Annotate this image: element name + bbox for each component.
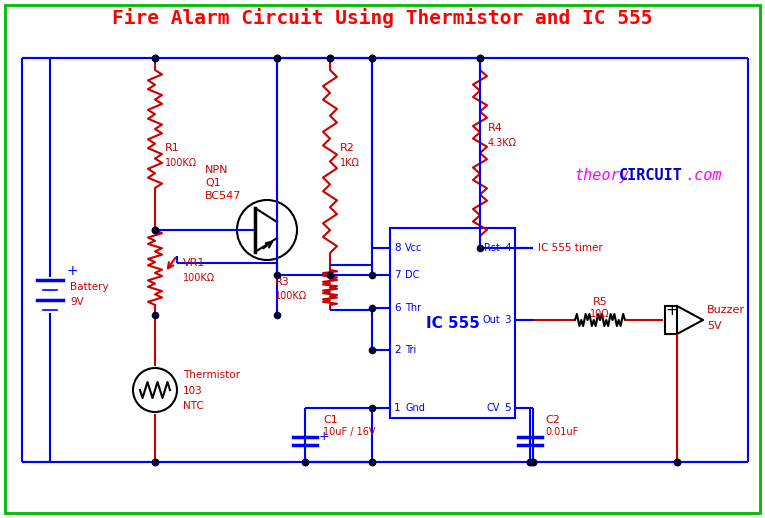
Text: 1: 1 xyxy=(394,403,401,413)
Text: Buzzer: Buzzer xyxy=(707,305,745,315)
Text: +: + xyxy=(66,264,77,278)
Text: R3: R3 xyxy=(275,277,290,287)
Text: +: + xyxy=(665,303,678,318)
Text: NTC: NTC xyxy=(183,401,203,411)
Text: 1KΩ: 1KΩ xyxy=(340,158,360,168)
Text: Tri: Tri xyxy=(405,345,416,355)
Text: 103: 103 xyxy=(183,386,203,396)
Text: R5: R5 xyxy=(593,297,607,307)
Text: 4: 4 xyxy=(504,243,511,253)
Text: DC: DC xyxy=(405,270,419,280)
Text: CIRCUIT: CIRCUIT xyxy=(619,167,683,182)
Bar xyxy=(665,306,677,334)
Text: 6: 6 xyxy=(394,303,401,313)
Text: Thr: Thr xyxy=(405,303,421,313)
Text: 100KΩ: 100KΩ xyxy=(183,272,215,282)
Text: R4: R4 xyxy=(488,123,503,133)
Text: IC 555: IC 555 xyxy=(425,315,480,330)
Text: 0.01uF: 0.01uF xyxy=(545,427,578,437)
Text: theory: theory xyxy=(575,167,630,182)
Text: 7: 7 xyxy=(394,270,401,280)
Text: 4.3KΩ: 4.3KΩ xyxy=(488,138,517,148)
Text: Battery: Battery xyxy=(70,282,109,292)
Text: 8: 8 xyxy=(394,243,401,253)
Text: Q1: Q1 xyxy=(205,178,221,188)
Text: NPN: NPN xyxy=(205,165,229,175)
Text: 3: 3 xyxy=(504,315,511,325)
Text: Out: Out xyxy=(482,315,500,325)
Text: 2: 2 xyxy=(394,345,401,355)
Text: Vcc: Vcc xyxy=(405,243,422,253)
Text: Gnd: Gnd xyxy=(405,403,425,413)
Text: R2: R2 xyxy=(340,143,355,153)
Text: CV: CV xyxy=(487,403,500,413)
Text: 5: 5 xyxy=(504,403,511,413)
Text: Thermistor: Thermistor xyxy=(183,370,240,380)
Bar xyxy=(390,228,515,418)
Text: 100KΩ: 100KΩ xyxy=(165,158,197,168)
Text: C1: C1 xyxy=(323,415,338,425)
Text: 9V: 9V xyxy=(70,297,83,307)
Text: .com: .com xyxy=(685,167,721,182)
Text: IC 555 timer: IC 555 timer xyxy=(538,243,603,253)
Text: 10uF / 16V: 10uF / 16V xyxy=(323,427,376,437)
Text: VR1: VR1 xyxy=(183,257,205,267)
Text: R1: R1 xyxy=(165,143,180,153)
Text: BC547: BC547 xyxy=(205,191,242,201)
Text: 10Ω: 10Ω xyxy=(590,309,610,319)
Text: 100KΩ: 100KΩ xyxy=(275,291,307,301)
Text: Fire Alarm Circuit Using Thermistor and IC 555: Fire Alarm Circuit Using Thermistor and … xyxy=(112,8,653,28)
Text: Rst: Rst xyxy=(484,243,500,253)
Text: 5V: 5V xyxy=(707,321,721,331)
Text: C2: C2 xyxy=(545,415,560,425)
Text: +: + xyxy=(319,430,330,443)
